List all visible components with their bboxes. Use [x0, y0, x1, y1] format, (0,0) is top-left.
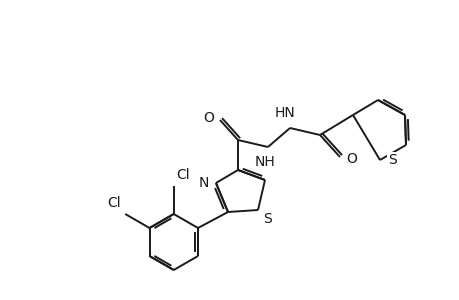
Text: Cl: Cl — [107, 196, 121, 210]
Text: O: O — [345, 152, 356, 166]
Text: S: S — [387, 153, 396, 167]
Text: N: N — [198, 176, 208, 190]
Text: O: O — [203, 111, 213, 125]
Text: NH: NH — [254, 155, 275, 169]
Text: Cl: Cl — [175, 168, 189, 182]
Text: S: S — [263, 212, 271, 226]
Text: HN: HN — [274, 106, 295, 120]
